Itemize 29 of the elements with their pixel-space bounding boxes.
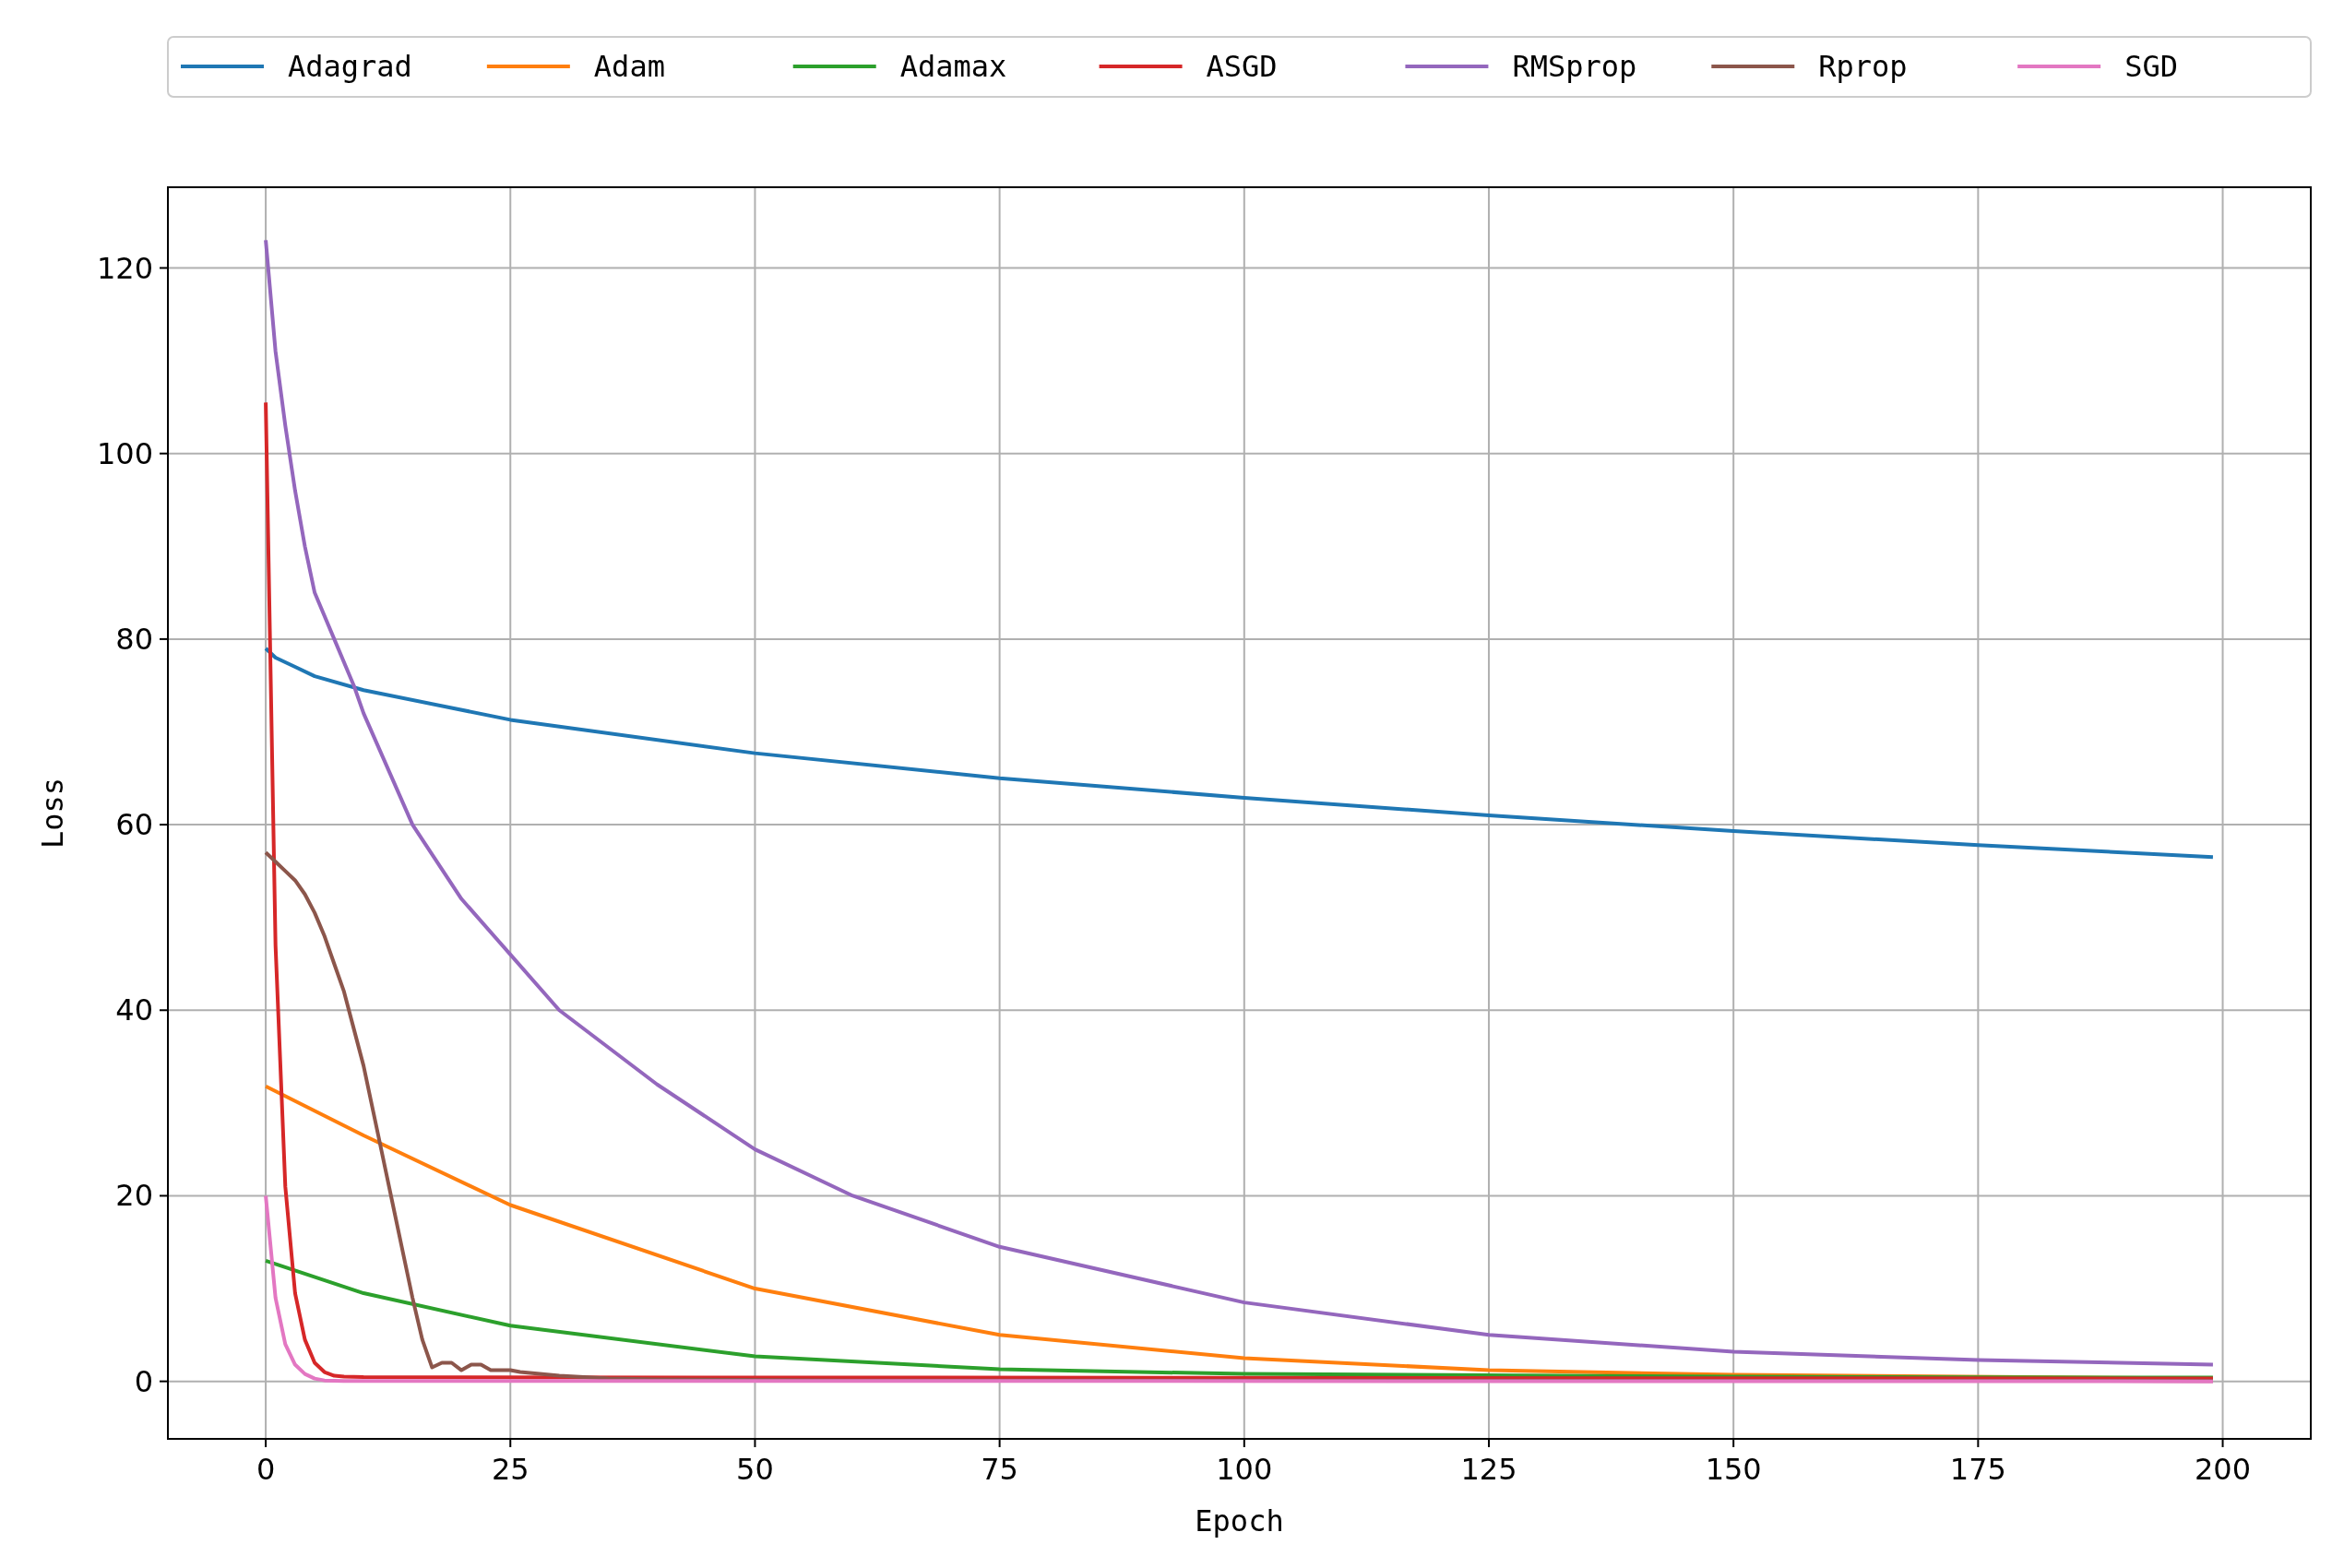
line-series xyxy=(264,400,2215,1381)
x-tick-label: 150 xyxy=(1705,1452,1762,1487)
y-tick-label: 40 xyxy=(115,992,153,1028)
line-series xyxy=(264,238,2215,1367)
line-series xyxy=(264,1194,2215,1384)
y-tick-label: 80 xyxy=(115,621,153,657)
legend-label: Adagrad xyxy=(288,49,412,84)
x-tick-label: 125 xyxy=(1460,1452,1517,1487)
y-tick-label: 60 xyxy=(115,807,153,843)
x-tick-label: 50 xyxy=(736,1452,774,1487)
legend-label: SGD xyxy=(2124,49,2178,84)
x-tick-label: 0 xyxy=(256,1452,276,1487)
legend-label: Adamax xyxy=(899,49,1007,84)
x-tick-label: 75 xyxy=(981,1452,1018,1487)
legend-label: Rprop xyxy=(1818,49,1908,84)
y-tick-label: 20 xyxy=(115,1178,153,1214)
x-tick-label: 100 xyxy=(1216,1452,1273,1487)
y-tick-label: 100 xyxy=(96,435,153,471)
x-tick-label: 200 xyxy=(2195,1452,2252,1487)
legend-label: RMSprop xyxy=(1512,49,1637,84)
x-axis-title: Epoch xyxy=(1195,1503,1284,1538)
x-tick-label: 25 xyxy=(491,1452,529,1487)
y-tick-label: 120 xyxy=(96,250,153,286)
line-series xyxy=(264,646,2215,860)
legend-label: ASGD xyxy=(1206,49,1278,84)
y-axis-title: Loss xyxy=(35,777,70,849)
x-tick-label: 175 xyxy=(1949,1452,2006,1487)
legend-label: Adam xyxy=(593,49,665,84)
y-tick-label: 0 xyxy=(134,1363,153,1399)
